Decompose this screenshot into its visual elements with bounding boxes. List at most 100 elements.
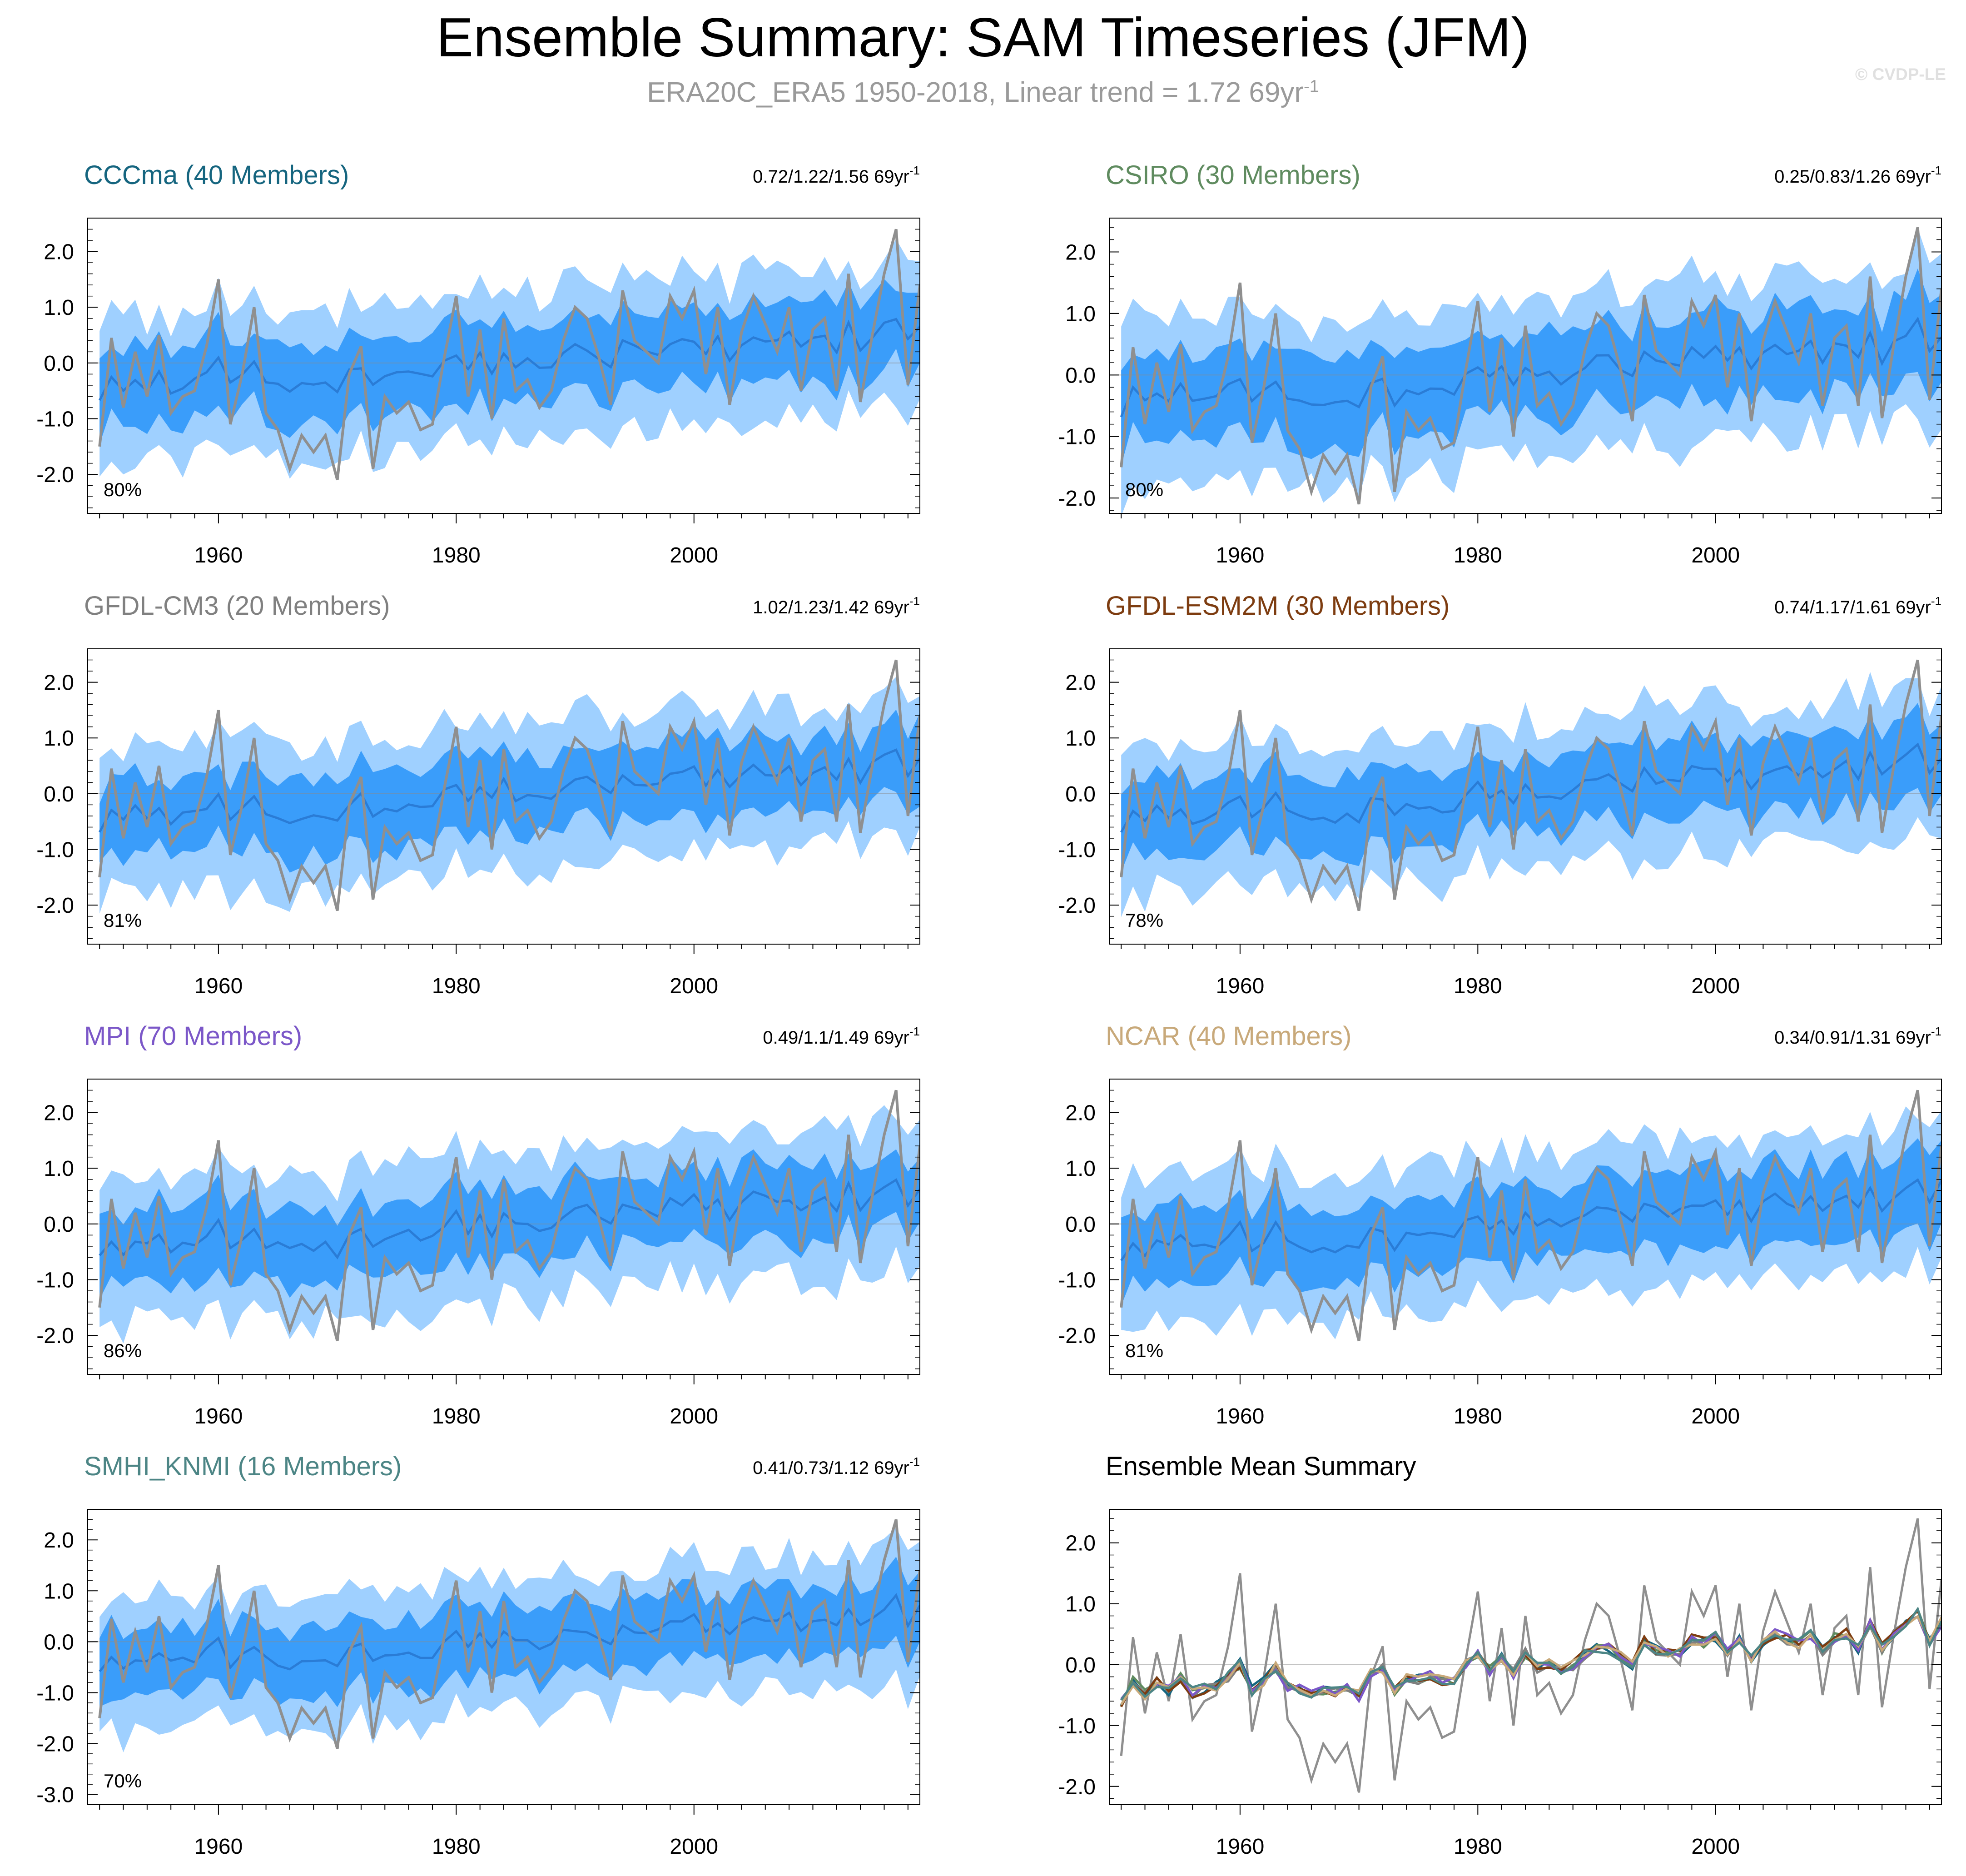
panel-gfdl-esm2m: GFDL-ESM2M (30 Members) 0.74/1.17/1.61 69… (1058, 591, 1942, 998)
plot-area (1109, 227, 1941, 513)
percent-label: 70% (104, 1770, 142, 1791)
x-tick-label: 1960 (1216, 543, 1264, 567)
panel-title: CCCma (40 Members) (84, 160, 349, 190)
y-tick-label: -1.0 (1058, 838, 1096, 862)
observed-line (98, 229, 920, 481)
y-tick-label: 2.0 (44, 671, 74, 695)
trend-label: 0.34/0.91/1.31 69yr-1 (1774, 1025, 1941, 1048)
y-tick-label: -2.0 (1058, 487, 1096, 511)
y-tick-label: -2.0 (1058, 1324, 1096, 1348)
y-tick-label: 0.0 (1065, 1653, 1096, 1677)
y-tick-label: -1.0 (36, 1681, 74, 1705)
y-tick-label: 1.0 (44, 1157, 74, 1181)
trend-superscript: -1 (1931, 1025, 1941, 1038)
y-tick-label: -2.0 (36, 463, 74, 487)
panel-title: MPI (70 Members) (84, 1021, 302, 1051)
trend-values: 0.41/0.73/1.12 69yr (753, 1458, 909, 1478)
y-tick-label: 2.0 (44, 240, 74, 264)
trend-values: 0.25/0.83/1.26 69yr (1774, 167, 1931, 187)
panel-summary: Ensemble Mean Summary 2.0 1.0 0.0 -1.0 -2.0 19… (1058, 1452, 1942, 1859)
y-tick-label: 0.0 (1065, 1213, 1096, 1237)
plot-area (1109, 659, 1941, 917)
x-tick-label: 1980 (1454, 1835, 1502, 1859)
y-tick-label: -3.0 (36, 1783, 74, 1807)
y-tick-label: 1.0 (1065, 1592, 1096, 1617)
y-tick-label: 1.0 (1065, 1157, 1096, 1181)
subtitle-superscript: -1 (1304, 77, 1319, 96)
y-tick-label: -1.0 (36, 1269, 74, 1293)
trend-label: 0.74/1.17/1.61 69yr-1 (1774, 594, 1941, 617)
trend-label: 0.49/1.1/1.49 69yr-1 (763, 1025, 920, 1048)
y-tick-label: 2.0 (44, 1101, 74, 1125)
y-tick-label: -2.0 (36, 1324, 74, 1348)
x-tick-label: 2000 (1691, 1404, 1740, 1428)
y-tick-label: 1.0 (44, 1579, 74, 1603)
trend-values: 0.74/1.17/1.61 69yr (1774, 597, 1931, 617)
plot-area (88, 229, 920, 481)
trend-superscript: -1 (909, 594, 920, 608)
y-tick-label: 1.0 (1065, 302, 1096, 326)
percent-label: 80% (1125, 479, 1163, 500)
y-tick-label: -2.0 (36, 894, 74, 918)
figure-title: Ensemble Summary: SAM Timeseries (JFM) (436, 6, 1530, 68)
panel-title: SMHI_KNMI (16 Members) (84, 1452, 402, 1481)
y-tick-label: 2.0 (1065, 1101, 1096, 1125)
observed-line (98, 659, 920, 911)
panel-title: Ensemble Mean Summary (1106, 1452, 1416, 1481)
x-tick-label: 1980 (432, 1404, 481, 1428)
trend-superscript: -1 (909, 164, 920, 177)
y-tick-label: 2.0 (1065, 240, 1096, 264)
y-tick-label: -1.0 (1058, 1714, 1096, 1738)
y-tick-label: 2.0 (44, 1528, 74, 1553)
figure-subtitle: ERA20C_ERA5 1950-2018, Linear trend = 1.… (0, 76, 1966, 109)
watermark: © CVDP-LE (1855, 65, 1946, 84)
y-tick-label: -2.0 (36, 1732, 74, 1757)
trend-superscript: -1 (909, 1455, 920, 1468)
plot-area (88, 659, 920, 914)
panel-title: CSIRO (30 Members) (1106, 160, 1360, 190)
x-tick-label: 1960 (194, 1835, 243, 1859)
panel-title: NCAR (40 Members) (1106, 1021, 1351, 1051)
trend-values: 0.49/1.1/1.49 69yr (763, 1028, 909, 1048)
x-tick-label: 1980 (1454, 974, 1502, 998)
trend-superscript: -1 (1931, 594, 1941, 608)
x-tick-label: 1960 (1216, 974, 1264, 998)
y-tick-label: 0.0 (1065, 782, 1096, 806)
observed-line (1120, 1090, 1941, 1342)
x-tick-label: 2000 (1691, 974, 1740, 998)
panel-smhi_knmi: SMHI_KNMI (16 Members) 0.41/0.73/1.12 69y… (36, 1452, 920, 1859)
y-tick-label: -2.0 (1058, 894, 1096, 918)
panel-mpi: MPI (70 Members) 0.49/1.1/1.49 69yr-1 86% 2… (36, 1021, 920, 1428)
x-tick-label: 1980 (1454, 543, 1502, 567)
percent-label: 80% (104, 479, 142, 500)
plot-area (1109, 1090, 1941, 1342)
percent-label: 86% (104, 1340, 142, 1361)
y-tick-label: -1.0 (36, 838, 74, 862)
panel-gfdl-cm3: GFDL-CM3 (20 Members) 1.02/1.23/1.42 69yr… (36, 591, 920, 998)
y-tick-label: 0.0 (44, 1213, 74, 1237)
percent-label: 78% (1125, 910, 1163, 931)
trend-values: 0.72/1.22/1.56 69yr (753, 167, 909, 187)
y-tick-label: 0.0 (1065, 363, 1096, 388)
y-tick-label: 2.0 (1065, 1532, 1096, 1556)
x-tick-label: 2000 (1691, 1835, 1740, 1859)
x-tick-label: 1960 (194, 974, 243, 998)
y-tick-label: -1.0 (36, 408, 74, 432)
panel-cccma: CCCma (40 Members) 0.72/1.22/1.56 69yr-1 8… (36, 160, 920, 567)
y-tick-label: 1.0 (1065, 727, 1096, 751)
y-tick-label: 0.0 (44, 352, 74, 376)
observed-line (1120, 227, 1941, 505)
x-tick-label: 2000 (670, 974, 718, 998)
x-tick-label: 1980 (432, 543, 481, 567)
y-tick-label: 1.0 (44, 727, 74, 751)
observed-line (98, 1090, 920, 1342)
observed-line (98, 1519, 920, 1749)
plot-area (1109, 1518, 1941, 1793)
x-tick-label: 1960 (1216, 1835, 1264, 1859)
trend-values: 0.34/0.91/1.31 69yr (1774, 1028, 1931, 1048)
observed-line (1120, 1518, 1941, 1793)
y-tick-label: -1.0 (1058, 1269, 1096, 1293)
panel-csiro: CSIRO (30 Members) 0.25/0.83/1.26 69yr-1 8… (1058, 160, 1942, 567)
observed-line (1120, 659, 1941, 911)
x-tick-label: 2000 (670, 543, 718, 567)
